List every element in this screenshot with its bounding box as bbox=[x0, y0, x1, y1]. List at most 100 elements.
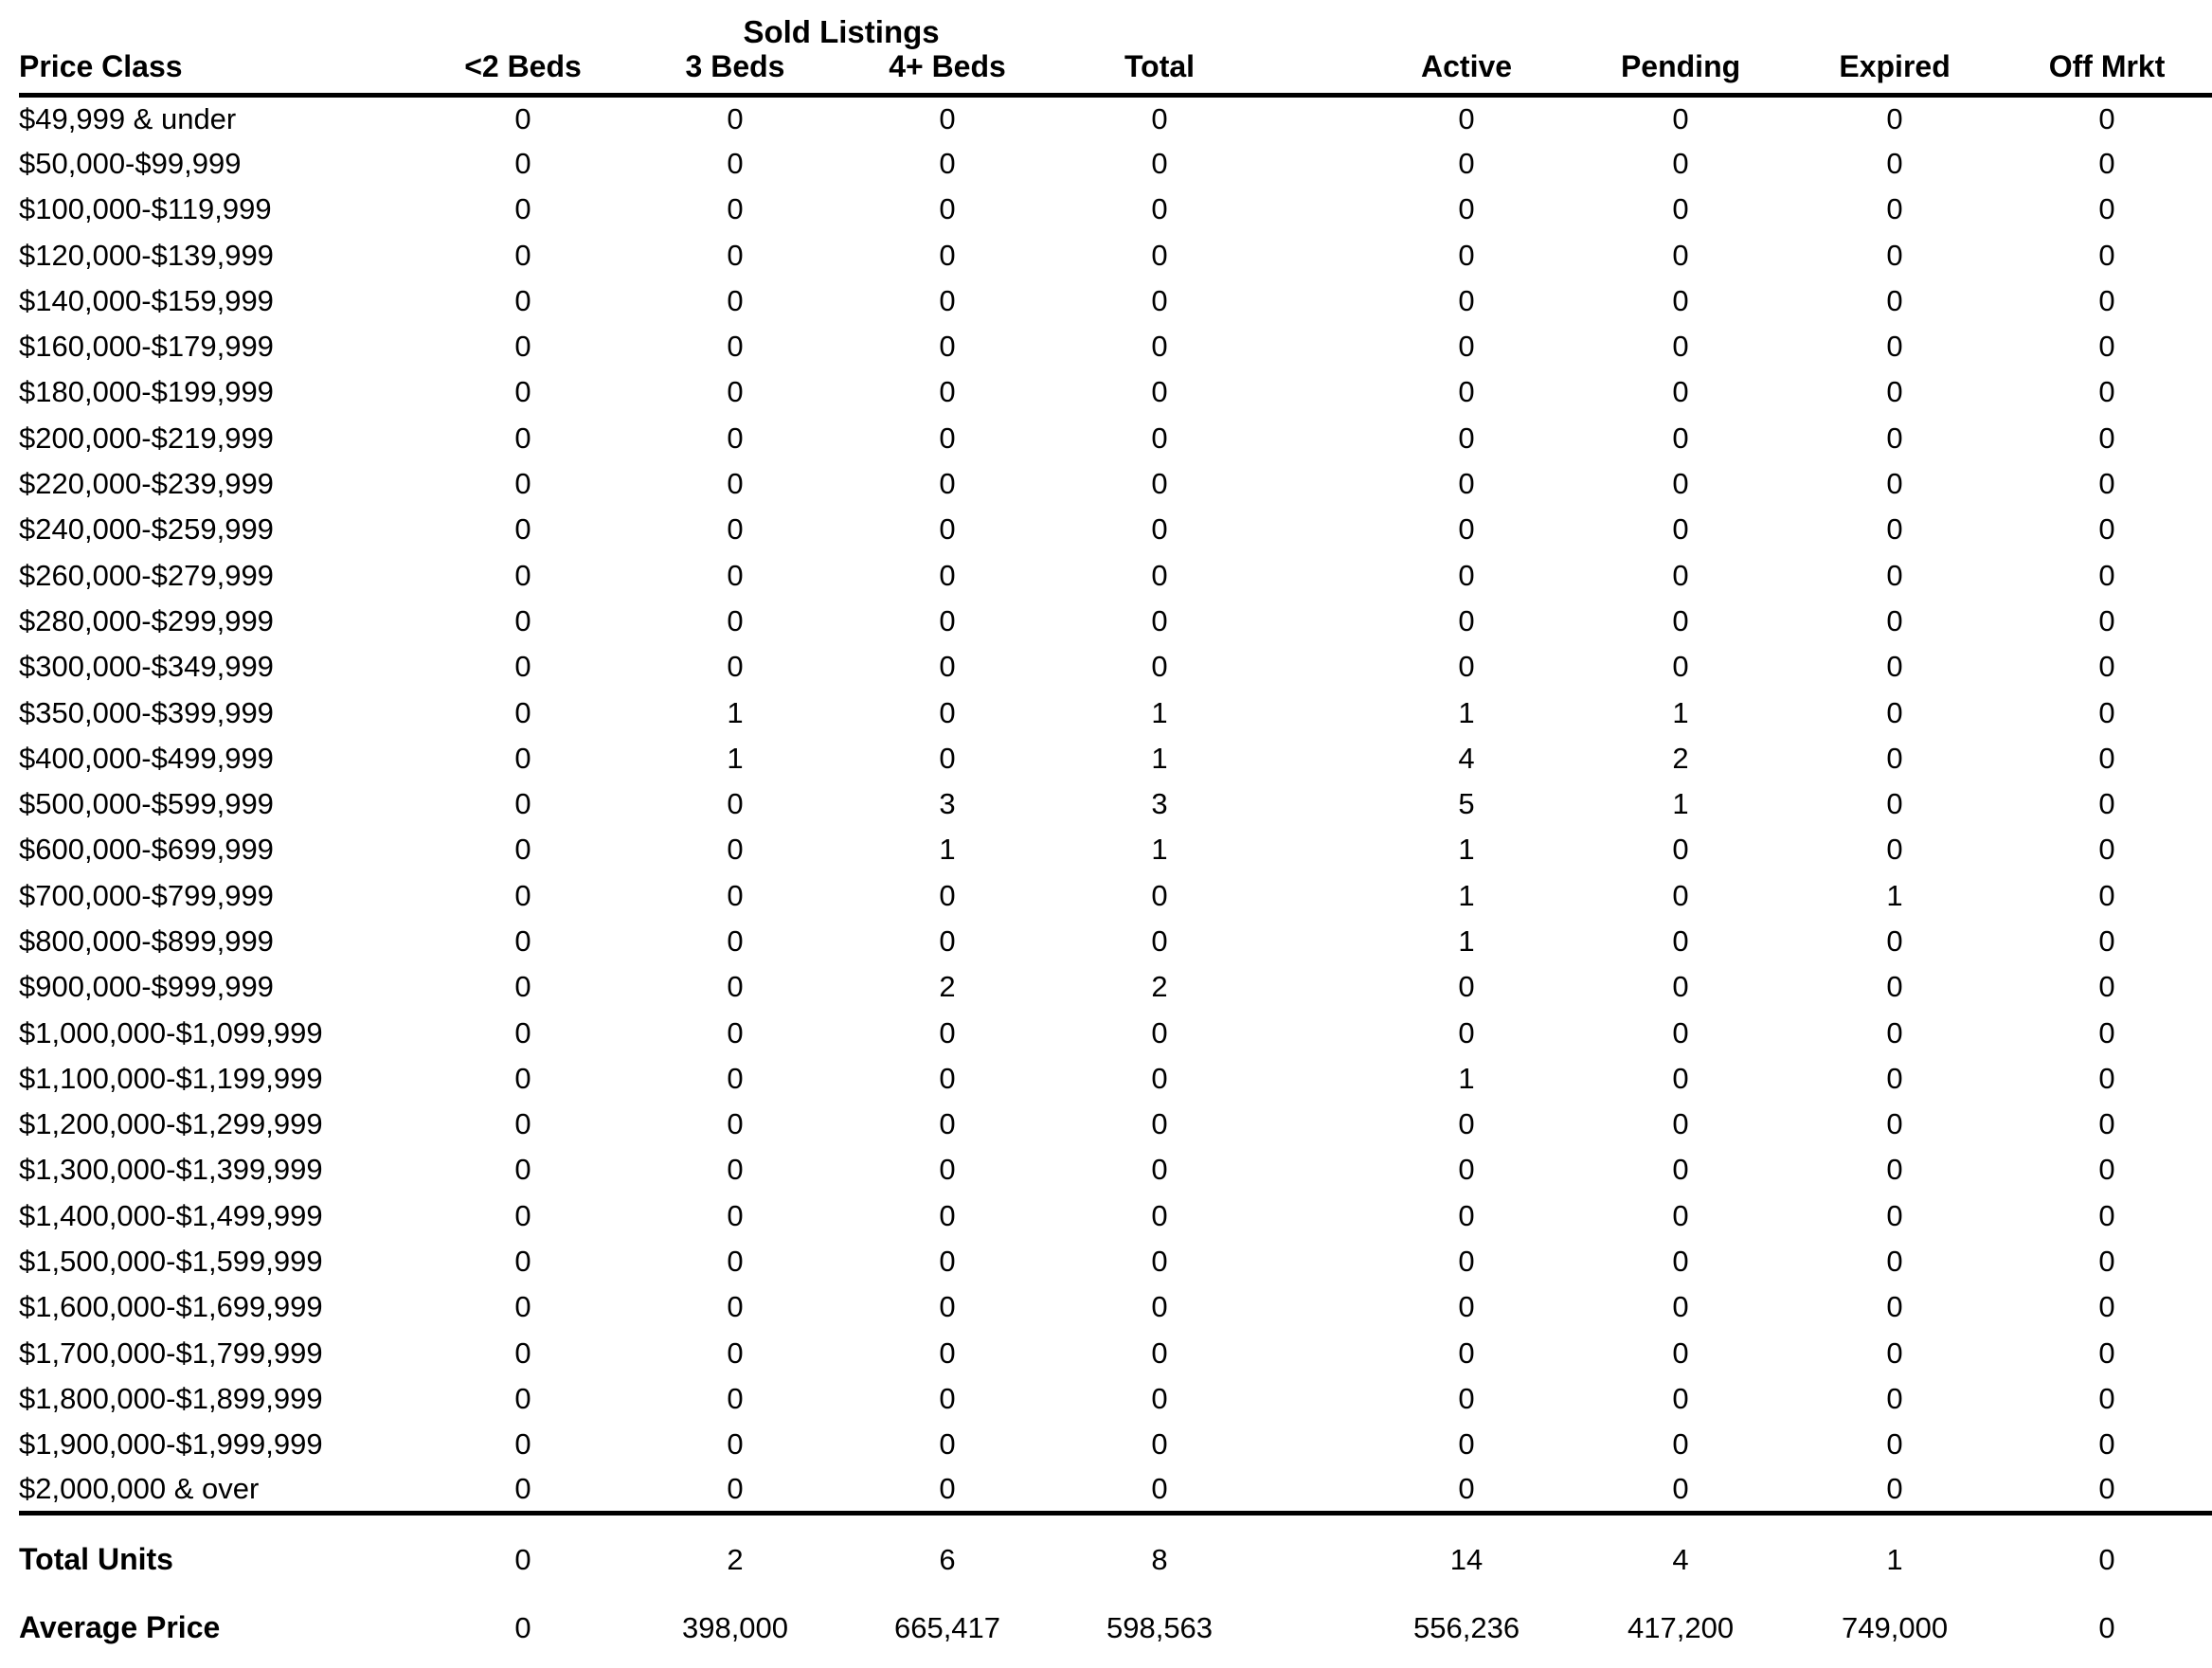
cell-active: 0 bbox=[1458, 603, 1475, 637]
cell-4-beds: 0 bbox=[939, 1015, 956, 1049]
summary-row-average-price: Average Price 0 398,000 665,417 598,563 556,2… bbox=[19, 1605, 2212, 1652]
cell-2-beds: 0 bbox=[514, 695, 531, 729]
cell-3-beds: 0 bbox=[727, 787, 744, 821]
cell-total: 3 bbox=[1151, 787, 1168, 821]
cell-expired: 0 bbox=[1886, 1198, 1903, 1232]
cell-total: 1 bbox=[1151, 833, 1168, 867]
summary-label-average-price: Average Price bbox=[19, 1610, 221, 1645]
cell-3-beds: 0 bbox=[727, 1427, 744, 1462]
table-row: $220,000-$239,999 0 0 0 0 0 0 0 0 bbox=[19, 461, 2212, 507]
cell-pending: 0 bbox=[1672, 1245, 1689, 1279]
cell-pending: 0 bbox=[1672, 1472, 1689, 1506]
cell-total: 0 bbox=[1151, 283, 1168, 317]
column-spacer bbox=[1266, 1010, 1359, 1055]
table-row: $180,000-$199,999 0 0 0 0 0 0 0 0 bbox=[19, 369, 2212, 415]
cell-total: 1 bbox=[1151, 695, 1168, 729]
cell-expired: 0 bbox=[1886, 650, 1903, 684]
table-row: $280,000-$299,999 0 0 0 0 0 0 0 0 bbox=[19, 599, 2212, 644]
cell-off-mrkt: 0 bbox=[2098, 1198, 2115, 1232]
cell-2-beds: 0 bbox=[514, 1153, 531, 1187]
cell-active: 0 bbox=[1458, 146, 1475, 180]
table-row: $600,000-$699,999 0 0 1 1 1 0 0 0 bbox=[19, 827, 2212, 872]
price-class-label: $280,000-$299,999 bbox=[19, 603, 274, 637]
column-spacer bbox=[1266, 736, 1359, 781]
cell-2-beds: 0 bbox=[514, 1427, 531, 1462]
cell-active: 0 bbox=[1458, 1472, 1475, 1506]
cell-3-beds: 0 bbox=[727, 421, 744, 455]
table-row: $200,000-$219,999 0 0 0 0 0 0 0 0 bbox=[19, 416, 2212, 461]
cell-off-mrkt: 0 bbox=[2098, 467, 2115, 501]
column-spacer bbox=[1266, 49, 1360, 98]
column-header-total: Total bbox=[1053, 49, 1267, 98]
cell-active: 1 bbox=[1458, 924, 1475, 958]
table-row: $1,700,000-$1,799,999 0 0 0 0 0 0 0 0 bbox=[19, 1331, 2212, 1376]
cell-off-mrkt: 0 bbox=[2098, 603, 2115, 637]
cell-expired: 0 bbox=[1886, 192, 1903, 226]
column-spacer bbox=[1266, 1284, 1359, 1330]
cell-pending: 0 bbox=[1672, 375, 1689, 409]
column-spacer bbox=[1266, 1239, 1359, 1284]
cell-pending: 1 bbox=[1672, 695, 1689, 729]
cell-off-mrkt: 0 bbox=[2098, 283, 2115, 317]
price-class-label: $50,000-$99,999 bbox=[19, 146, 242, 180]
cell-total: 0 bbox=[1151, 1107, 1168, 1141]
cell-pending: 0 bbox=[1672, 283, 1689, 317]
price-class-label: $220,000-$239,999 bbox=[19, 467, 274, 501]
cell-pending: 0 bbox=[1672, 192, 1689, 226]
cell-4-beds: 0 bbox=[939, 330, 956, 364]
price-class-label: $1,700,000-$1,799,999 bbox=[19, 1336, 323, 1370]
cell-4-beds: 0 bbox=[939, 1061, 956, 1095]
cell-4-beds: 2 bbox=[939, 970, 956, 1004]
cell-expired: 0 bbox=[1886, 512, 1903, 547]
cell-3-beds: 0 bbox=[727, 1107, 744, 1141]
title-spacer-right bbox=[1266, 0, 2212, 49]
cell-off-mrkt: 0 bbox=[2098, 924, 2115, 958]
cell-3-beds: 0 bbox=[727, 375, 744, 409]
cell-4-beds: 0 bbox=[939, 741, 956, 775]
summary-cell-off-mrkt: 0 bbox=[2002, 1511, 2212, 1605]
price-class-label: $300,000-$349,999 bbox=[19, 650, 274, 684]
cell-active: 0 bbox=[1458, 283, 1475, 317]
cell-3-beds: 0 bbox=[727, 101, 744, 135]
summary-cell-pending: 4 bbox=[1574, 1511, 1789, 1605]
cell-2-beds: 0 bbox=[514, 878, 531, 912]
column-spacer bbox=[1266, 781, 1359, 827]
cell-off-mrkt: 0 bbox=[2098, 650, 2115, 684]
cell-4-beds: 1 bbox=[939, 833, 956, 867]
table-row: $300,000-$349,999 0 0 0 0 0 0 0 0 bbox=[19, 644, 2212, 690]
price-class-label: $160,000-$179,999 bbox=[19, 330, 274, 364]
cell-active: 1 bbox=[1458, 878, 1475, 912]
cell-active: 0 bbox=[1458, 330, 1475, 364]
summary-cell-3-beds: 2 bbox=[629, 1511, 841, 1605]
cell-active: 5 bbox=[1458, 787, 1475, 821]
cell-expired: 0 bbox=[1886, 603, 1903, 637]
cell-4-beds: 0 bbox=[939, 650, 956, 684]
cell-3-beds: 0 bbox=[727, 650, 744, 684]
cell-4-beds: 0 bbox=[939, 375, 956, 409]
table-header: Sold Listings Price Class <2 Beds 3 Beds 4+… bbox=[19, 0, 2212, 98]
cell-expired: 0 bbox=[1886, 695, 1903, 729]
column-spacer bbox=[1266, 827, 1359, 872]
title-row: Sold Listings bbox=[19, 0, 2212, 49]
cell-3-beds: 0 bbox=[727, 833, 744, 867]
cell-2-beds: 0 bbox=[514, 512, 531, 547]
column-spacer bbox=[1266, 324, 1359, 369]
price-class-label: $1,800,000-$1,899,999 bbox=[19, 1381, 323, 1415]
price-class-label: $500,000-$599,999 bbox=[19, 787, 274, 821]
price-class-label: $350,000-$399,999 bbox=[19, 695, 274, 729]
cell-active: 0 bbox=[1458, 1015, 1475, 1049]
cell-3-beds: 0 bbox=[727, 1336, 744, 1370]
cell-active: 0 bbox=[1458, 558, 1475, 592]
cell-off-mrkt: 0 bbox=[2098, 1290, 2115, 1324]
cell-2-beds: 0 bbox=[514, 375, 531, 409]
cell-total: 0 bbox=[1151, 467, 1168, 501]
cell-2-beds: 0 bbox=[514, 558, 531, 592]
cell-4-beds: 0 bbox=[939, 1472, 956, 1506]
cell-active: 0 bbox=[1458, 1245, 1475, 1279]
cell-total: 0 bbox=[1151, 101, 1168, 135]
cell-off-mrkt: 0 bbox=[2098, 787, 2115, 821]
cell-2-beds: 0 bbox=[514, 924, 531, 958]
cell-pending: 0 bbox=[1672, 238, 1689, 272]
column-spacer bbox=[1266, 552, 1359, 598]
price-class-label: $180,000-$199,999 bbox=[19, 375, 274, 409]
